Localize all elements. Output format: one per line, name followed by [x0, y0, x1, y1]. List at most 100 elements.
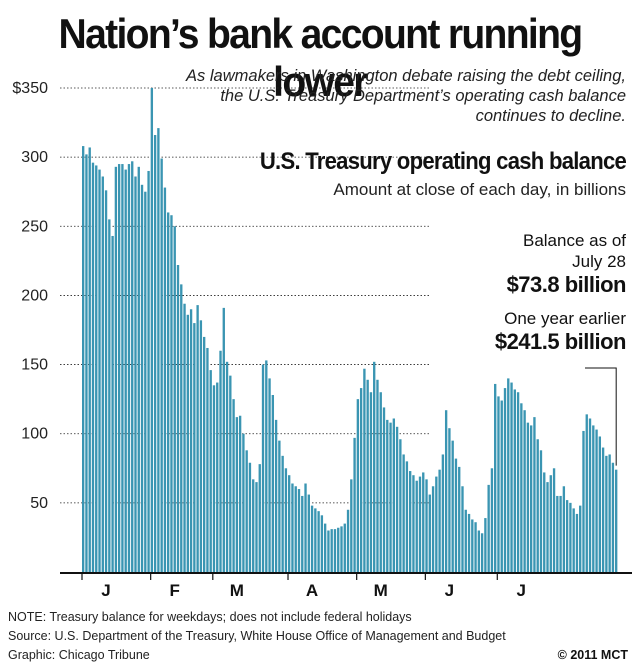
- bar: [147, 170, 150, 572]
- bar: [278, 440, 281, 572]
- bar: [376, 379, 379, 572]
- bar: [206, 347, 209, 572]
- bar: [124, 169, 127, 573]
- bar: [121, 164, 124, 573]
- bar: [526, 422, 530, 572]
- bar: [497, 396, 500, 572]
- bar: [127, 164, 131, 573]
- bar: [369, 392, 373, 572]
- bar: [565, 500, 569, 572]
- annotation-prior-balance: One year earlier $241.5 billion: [466, 308, 627, 355]
- bar: [454, 458, 458, 572]
- bar: [245, 450, 248, 572]
- bar: [150, 88, 154, 572]
- bar: [435, 476, 438, 572]
- bar: [301, 495, 304, 572]
- bar: [137, 166, 140, 572]
- bar: [605, 455, 608, 572]
- annotation-current-value: $73.8 billion: [506, 272, 627, 297]
- footnote-graphic: Graphic: Chicago Tribune: [8, 648, 150, 662]
- month-label: A: [306, 581, 318, 600]
- bar: [88, 147, 91, 572]
- annotation-current-label-2: July 28: [572, 252, 626, 271]
- bar: [425, 479, 428, 572]
- bar: [359, 388, 363, 572]
- bar: [317, 511, 320, 572]
- bar: [615, 469, 618, 572]
- bar: [409, 471, 412, 572]
- bar: [160, 158, 163, 573]
- bar: [595, 429, 598, 572]
- bar: [611, 462, 615, 572]
- bar: [170, 215, 173, 573]
- bar: [575, 513, 579, 572]
- bar: [608, 454, 611, 572]
- bar: [314, 508, 317, 572]
- bar: [163, 187, 167, 572]
- bar: [539, 450, 543, 572]
- bar: [225, 361, 229, 572]
- bar: [510, 382, 513, 572]
- bar: [588, 418, 592, 572]
- bar: [340, 526, 343, 572]
- y-tick-label: 50: [30, 495, 48, 512]
- bar: [477, 530, 481, 572]
- bar: [304, 483, 307, 572]
- bar: [382, 407, 386, 572]
- bar: [373, 361, 376, 572]
- bar: [281, 455, 284, 572]
- bar: [271, 394, 275, 572]
- bar: [222, 307, 225, 572]
- bar: [134, 176, 137, 572]
- bar: [229, 375, 232, 572]
- bar: [294, 486, 297, 572]
- y-tick-label: 100: [21, 426, 48, 443]
- bar: [333, 529, 337, 572]
- bar: [386, 419, 389, 572]
- bar: [252, 479, 255, 572]
- annotation-prior-label: One year earlier: [504, 309, 626, 328]
- bar: [91, 162, 95, 572]
- bar: [363, 368, 366, 572]
- bar: [389, 422, 392, 572]
- bar: [330, 529, 333, 572]
- bar: [258, 464, 261, 572]
- bar: [471, 519, 474, 572]
- bar: [193, 323, 196, 572]
- bar: [448, 428, 451, 572]
- bar: [310, 505, 314, 572]
- bar: [428, 494, 431, 572]
- annotation-prior-value: $241.5 billion: [494, 329, 627, 354]
- bar: [412, 475, 415, 572]
- bar: [350, 479, 353, 572]
- bar: [392, 418, 395, 572]
- bar: [242, 433, 245, 572]
- bar: [601, 447, 605, 572]
- bar: [422, 472, 425, 572]
- bar: [543, 472, 546, 572]
- y-tick-label: 200: [21, 287, 48, 304]
- bar: [291, 483, 294, 572]
- bar: [516, 392, 520, 572]
- bar: [284, 468, 288, 572]
- bar: [490, 468, 494, 572]
- bar: [274, 419, 278, 572]
- y-tick-label: 300: [21, 149, 48, 166]
- bar: [507, 378, 510, 572]
- bar: [209, 370, 212, 572]
- bar: [189, 309, 193, 572]
- bar: [379, 392, 382, 572]
- bar: [533, 417, 536, 572]
- month-label: F: [169, 581, 179, 600]
- bar: [186, 314, 189, 572]
- bar: [431, 486, 435, 572]
- bar: [467, 513, 471, 572]
- bar: [232, 399, 235, 572]
- bar: [173, 226, 176, 573]
- bar: [559, 495, 562, 572]
- bar: [98, 169, 101, 573]
- bar: [529, 425, 533, 572]
- bar: [108, 219, 111, 572]
- bar: [444, 410, 448, 572]
- bar: [592, 425, 595, 572]
